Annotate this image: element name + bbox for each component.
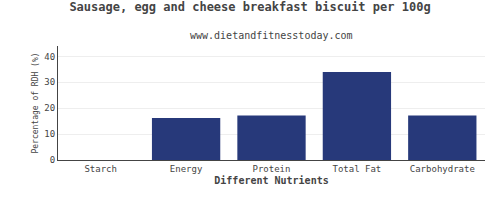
svg-text:Total Fat: Total Fat (333, 164, 382, 174)
svg-text:Percentage of RDH (%): Percentage of RDH (%) (31, 52, 40, 153)
svg-text:10: 10 (44, 129, 55, 139)
svg-text:www.dietandfitnesstoday.com: www.dietandfitnesstoday.com (190, 30, 353, 41)
svg-text:Sausage, egg and cheese breakf: Sausage, egg and cheese breakfast biscui… (69, 0, 430, 14)
svg-text:Protein: Protein (253, 164, 291, 174)
svg-text:0: 0 (50, 155, 55, 165)
svg-text:20: 20 (44, 103, 55, 113)
svg-text:30: 30 (44, 77, 55, 87)
svg-text:Different Nutrients: Different Nutrients (214, 175, 328, 186)
svg-text:40: 40 (44, 52, 55, 62)
svg-text:Carbohydrate: Carbohydrate (410, 164, 475, 174)
svg-text:Energy: Energy (170, 164, 203, 174)
svg-text:Starch: Starch (84, 164, 117, 174)
